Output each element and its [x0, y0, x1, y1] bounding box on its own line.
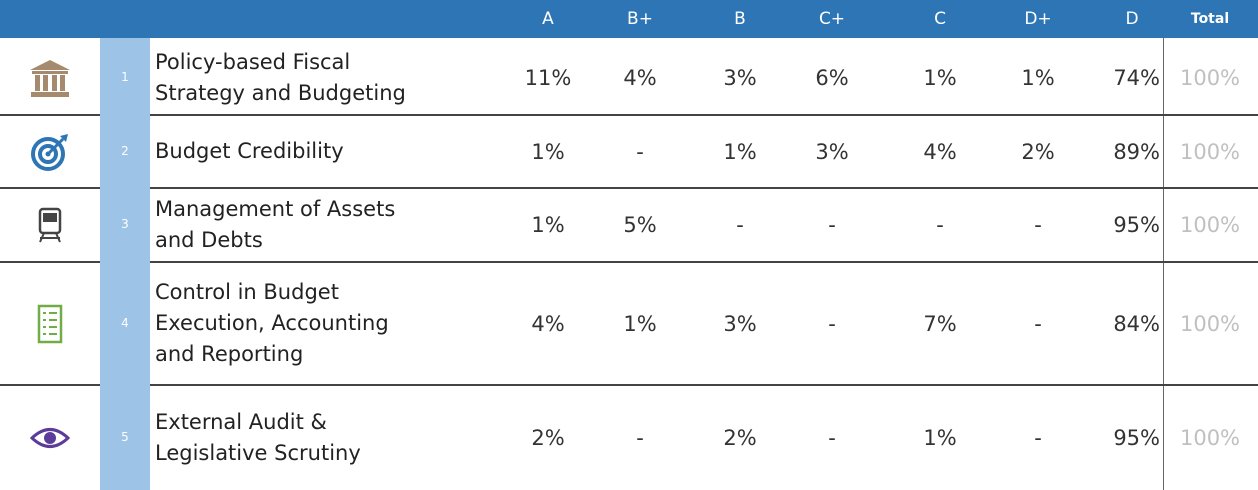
value-cell: 1%	[1021, 65, 1055, 90]
column-header: C+	[818, 9, 846, 29]
value-cell: -	[1034, 311, 1042, 336]
column-header: A	[542, 9, 554, 29]
total-divider	[1163, 38, 1164, 490]
value-cell: -	[1034, 425, 1042, 450]
value-cell: 3%	[723, 311, 757, 336]
row-label: Policy-based Fiscal Strategy and Budgeti…	[155, 49, 406, 105]
row-icon	[0, 115, 100, 188]
value-cell: -	[828, 213, 836, 237]
value-cell: 1%	[623, 311, 657, 336]
value-cell: 95%	[1113, 213, 1160, 237]
row-separator	[0, 261, 1258, 263]
value-cell: -	[828, 425, 836, 450]
value-cell: 4%	[623, 65, 657, 90]
value-cell: 3%	[815, 139, 849, 164]
row-icon	[0, 40, 100, 115]
value-cell: 3%	[723, 65, 757, 90]
column-header: B+	[627, 9, 653, 29]
value-cell: 1%	[531, 139, 565, 164]
value-cell: 4%	[923, 139, 957, 164]
row-icon	[0, 262, 100, 385]
total-cell: 100%	[1179, 139, 1241, 164]
value-cell: -	[636, 425, 644, 450]
value-cell: 74%	[1113, 65, 1160, 90]
value-cell: 7%	[923, 311, 957, 336]
column-header: C	[934, 9, 946, 29]
value-cell: 1%	[923, 425, 957, 450]
row-label: Budget Credibility	[155, 139, 344, 163]
total-cell: 100%	[1179, 65, 1241, 90]
row-label: Control in Budget Execution, Accounting …	[155, 280, 389, 366]
value-cell: 2%	[531, 425, 565, 450]
row-separator	[0, 384, 1258, 386]
value-cell: -	[1034, 213, 1042, 237]
value-cell: 1%	[723, 139, 757, 164]
row-icon	[0, 188, 100, 262]
row-number: 1	[100, 38, 150, 115]
row-number: 3	[100, 186, 150, 262]
value-cell: 95%	[1113, 425, 1160, 450]
value-cell: 2%	[1021, 139, 1055, 164]
value-cell: 1%	[923, 65, 957, 90]
row-label: Management of Assets and Debts	[155, 197, 396, 252]
row-icon	[0, 385, 100, 490]
value-cell: 84%	[1113, 311, 1160, 336]
value-cell: -	[936, 213, 944, 237]
total-cell: 100%	[1179, 425, 1241, 450]
value-cell: 1%	[531, 213, 565, 237]
row-number: 4	[100, 260, 150, 385]
row-number: 2	[100, 113, 150, 188]
total-cell: 100%	[1179, 311, 1241, 336]
value-cell: 89%	[1113, 139, 1160, 164]
value-cell: 5%	[623, 213, 657, 237]
row-separator	[0, 187, 1258, 189]
value-cell: 4%	[531, 311, 565, 336]
value-cell: -	[636, 139, 644, 164]
column-header: B	[734, 9, 746, 29]
value-cell: -	[828, 311, 836, 336]
row-number: 5	[100, 383, 150, 490]
header-bar	[0, 0, 1258, 38]
value-cell: -	[736, 213, 744, 237]
row-label: External Audit & Legislative Scrutiny	[155, 409, 361, 465]
value-cell: 6%	[815, 65, 849, 90]
row-separator	[0, 114, 1258, 116]
total-cell: 100%	[1179, 213, 1241, 237]
column-header: Total	[1190, 11, 1230, 27]
column-header: D	[1125, 9, 1139, 29]
value-cell: 2%	[723, 425, 757, 450]
value-cell: 11%	[524, 65, 572, 90]
column-header: D+	[1024, 9, 1052, 29]
